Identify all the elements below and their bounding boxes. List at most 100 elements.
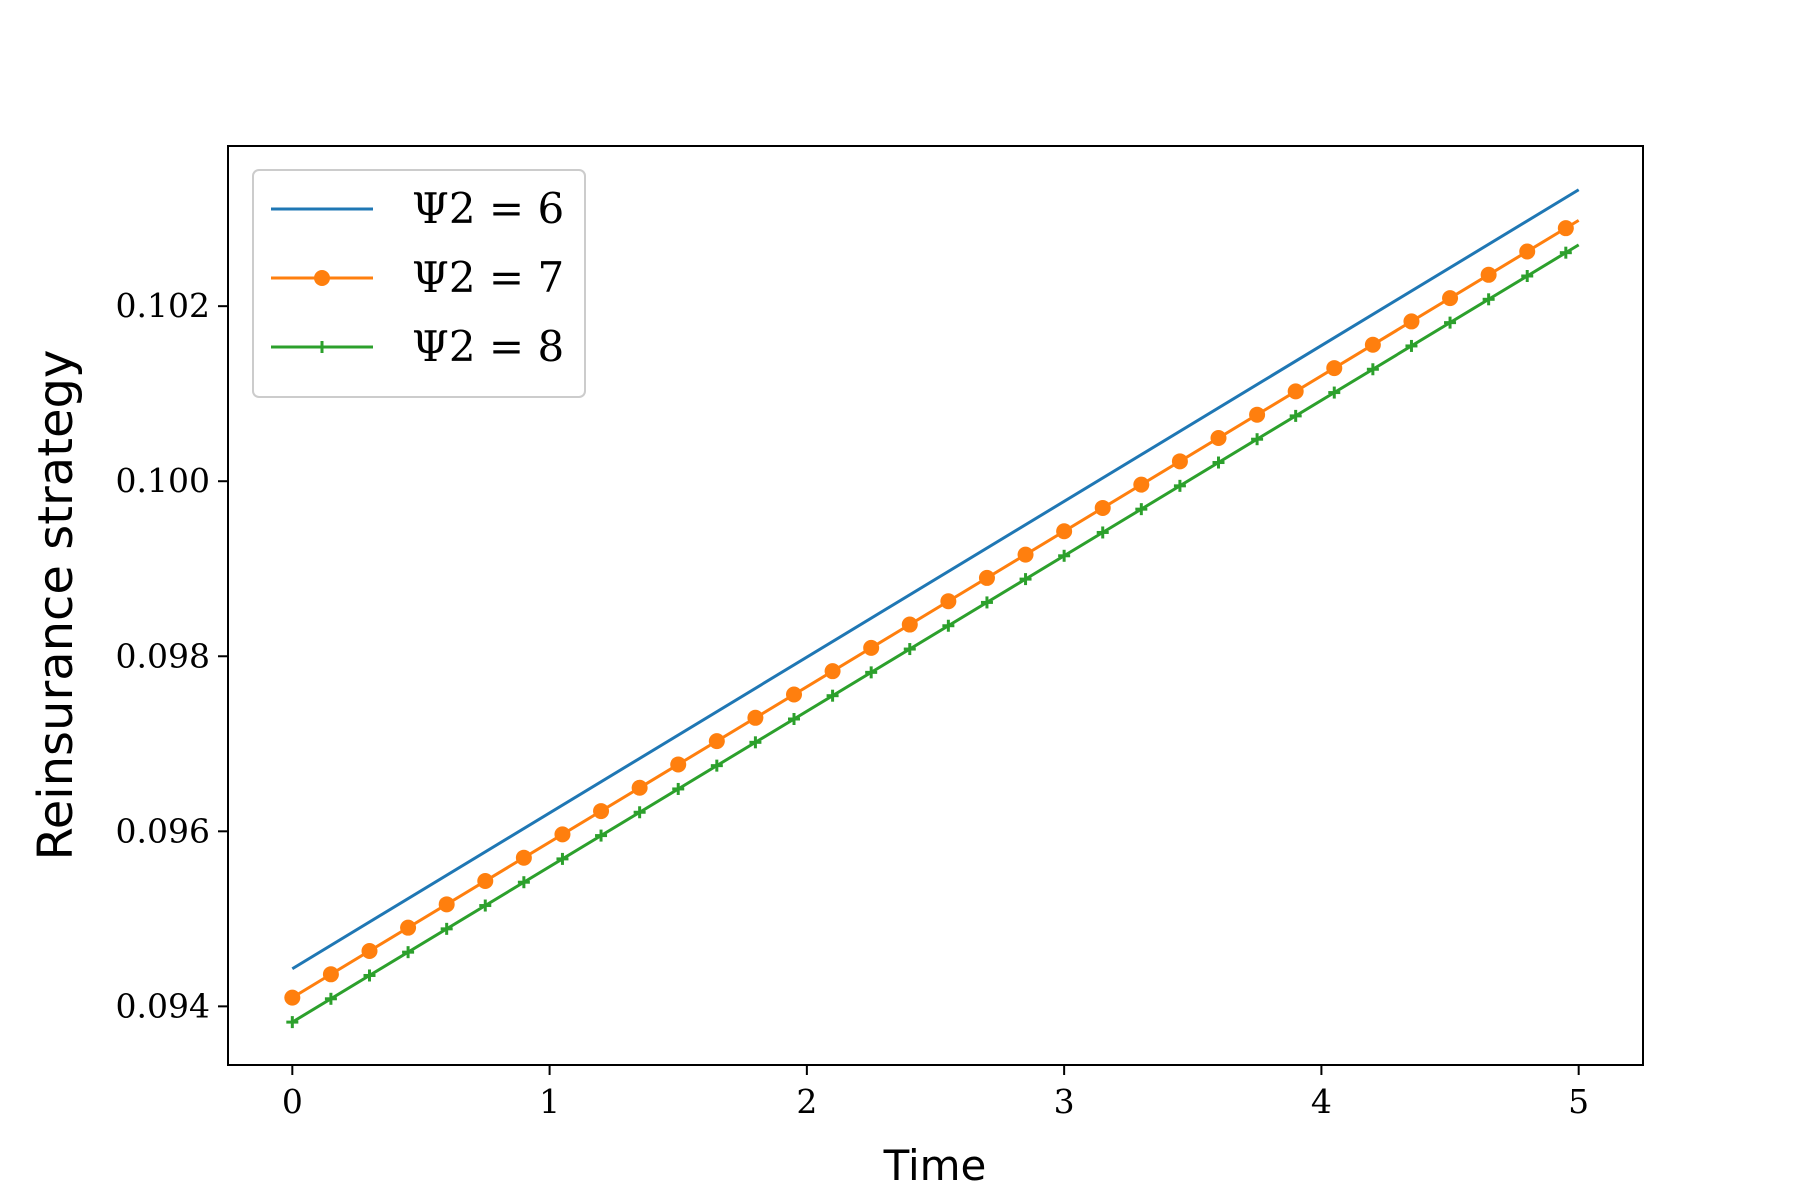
series-1 — [291, 188, 1580, 971]
y-tick-label: 0.094 — [116, 986, 210, 1025]
data-point — [672, 782, 685, 795]
series-layer — [284, 188, 1580, 1029]
data-point — [1287, 383, 1304, 400]
data-point — [517, 876, 530, 889]
data-point — [1482, 293, 1495, 306]
data-point — [633, 806, 646, 819]
data-point — [1403, 313, 1420, 330]
data-point — [1171, 453, 1188, 470]
data-point — [1326, 360, 1343, 377]
data-point — [826, 689, 839, 702]
x-tick-label: 3 — [1054, 1082, 1075, 1121]
data-point — [361, 942, 378, 959]
x-tick-label: 2 — [796, 1082, 817, 1121]
data-point — [749, 736, 762, 749]
x-axis: 0 1 2 3 4 5 — [282, 1065, 1589, 1121]
data-point — [942, 619, 955, 632]
plot-frame — [227, 145, 1644, 1066]
legend-entry-1: Ψ2 = 6 — [271, 184, 564, 233]
data-point — [940, 593, 957, 610]
data-point — [788, 713, 800, 726]
data-point — [1480, 266, 1497, 283]
data-point — [1135, 503, 1148, 516]
data-point — [479, 899, 492, 912]
data-point — [1521, 269, 1534, 282]
data-point — [708, 733, 725, 750]
y-tick-label: 0.100 — [116, 461, 210, 500]
data-point — [284, 989, 301, 1006]
data-point — [1557, 220, 1574, 237]
data-point — [1405, 339, 1418, 352]
data-point — [1210, 430, 1227, 447]
legend-label: Ψ2 = 7 — [412, 253, 564, 302]
series-line — [291, 188, 1580, 971]
data-point — [1444, 316, 1457, 329]
x-axis-label: Time — [883, 1141, 987, 1190]
legend-label: Ψ2 = 8 — [412, 322, 564, 371]
y-tick-label: 0.102 — [116, 286, 210, 325]
series-2 — [284, 219, 1580, 1006]
data-point — [1019, 573, 1032, 586]
data-point — [438, 896, 455, 913]
y-axis-label: Reinsurance strategy — [28, 350, 84, 861]
data-point — [324, 992, 337, 1005]
data-point — [1366, 363, 1379, 376]
legend-marker — [316, 341, 328, 353]
x-tick-label: 5 — [1568, 1082, 1589, 1121]
y-axis: 0.094 0.096 0.098 0.100 0.102 — [116, 286, 228, 1025]
data-point — [1212, 456, 1225, 469]
data-point — [1364, 336, 1381, 353]
legend-entries: Ψ2 = 6 Ψ2 = 7 Ψ2 = 8 — [271, 184, 564, 371]
series-line — [291, 243, 1580, 1024]
legend-label: Ψ2 = 6 — [412, 184, 564, 233]
data-point — [786, 686, 802, 703]
data-point — [440, 922, 453, 935]
data-point — [1289, 409, 1302, 422]
data-point — [1249, 406, 1266, 423]
data-point — [1096, 526, 1109, 539]
y-tick-label: 0.098 — [116, 636, 210, 675]
legend: Ψ2 = 6 Ψ2 = 7 Ψ2 = 8 — [252, 169, 586, 398]
x-tick-label: 1 — [539, 1082, 560, 1121]
legend-marker — [314, 270, 330, 286]
data-point — [1328, 386, 1341, 399]
legend-frame — [252, 169, 586, 398]
data-point — [1519, 243, 1536, 260]
data-point — [978, 569, 995, 586]
data-point — [1559, 246, 1572, 259]
data-point — [1094, 499, 1111, 516]
data-point — [710, 759, 723, 772]
data-point — [593, 803, 610, 820]
data-point — [1133, 476, 1150, 493]
data-point — [631, 779, 648, 796]
series-line — [291, 219, 1580, 999]
data-point — [824, 663, 841, 680]
data-point — [286, 1016, 299, 1029]
data-point — [363, 969, 376, 982]
y-tick-label: 0.096 — [116, 811, 210, 850]
data-point — [1251, 433, 1264, 446]
data-point — [515, 849, 532, 866]
data-point — [670, 756, 687, 773]
data-point — [477, 873, 494, 890]
data-point — [1442, 290, 1459, 307]
data-point — [747, 709, 764, 726]
data-point — [901, 616, 918, 633]
x-tick-label: 4 — [1311, 1082, 1332, 1121]
x-tick-label: 0 — [282, 1082, 303, 1121]
data-point — [1058, 549, 1071, 562]
series-3 — [286, 243, 1580, 1029]
data-point — [1056, 523, 1073, 540]
data-point — [980, 596, 993, 609]
data-point — [863, 639, 880, 656]
legend-entry-2: Ψ2 = 7 — [271, 253, 564, 302]
data-point — [322, 966, 339, 983]
data-point — [402, 946, 415, 959]
data-point — [1173, 479, 1186, 492]
legend-entry-3: Ψ2 = 8 — [271, 322, 564, 371]
data-point — [556, 852, 569, 865]
data-point — [1017, 546, 1034, 563]
data-point — [903, 643, 916, 656]
data-point — [400, 919, 417, 936]
